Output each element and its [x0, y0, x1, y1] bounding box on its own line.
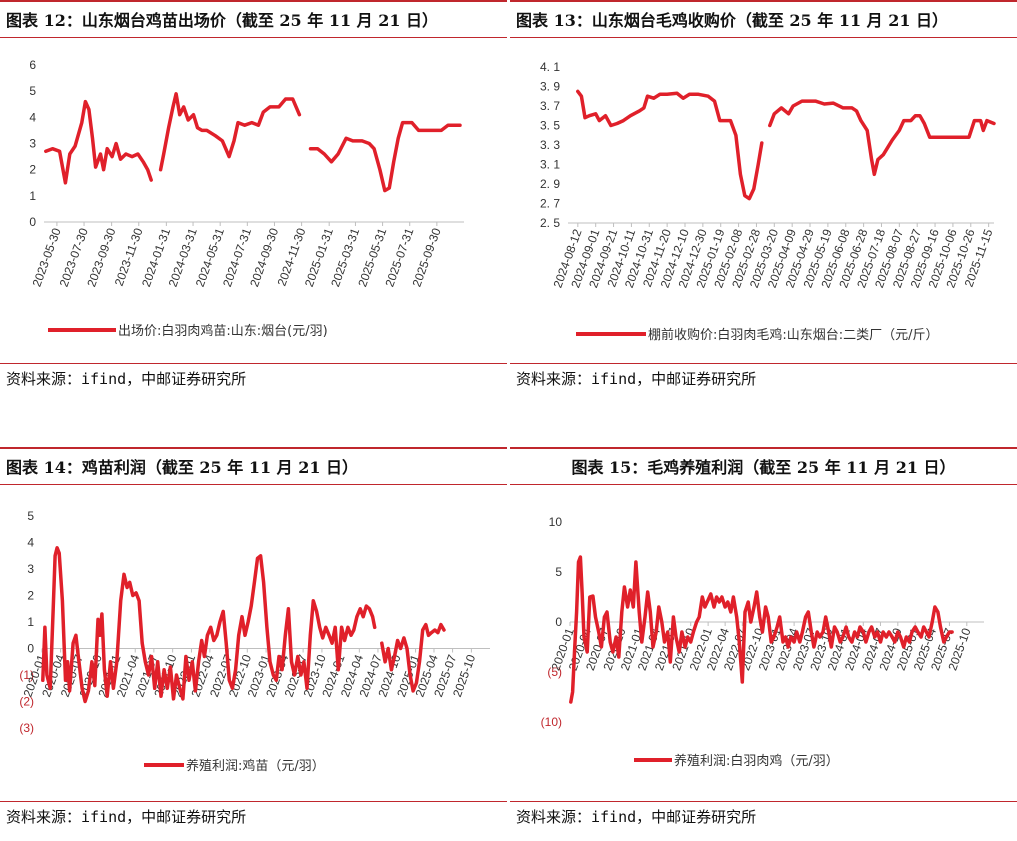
- series-line: [308, 120, 462, 193]
- series-line: [41, 546, 377, 704]
- series-line: [380, 622, 446, 693]
- y-tick-label: 10: [549, 515, 563, 529]
- y-tick-label: 3. 1: [540, 158, 560, 172]
- y-tick-label: 2. 5: [540, 216, 560, 230]
- y-tick-label: 2: [27, 589, 34, 603]
- y-tick-label: 3. 5: [540, 119, 560, 133]
- legend-label: 棚前收购价:白羽肉毛鸡:山东烟台:二类厂（元/斤）: [648, 327, 939, 343]
- y-tick-label: 1: [29, 189, 36, 203]
- y-tick-label: 0: [555, 615, 562, 629]
- series-line: [158, 92, 302, 172]
- panel-chart-13: 图表 13：山东烟台毛鸡收购价（截至 25 年 11 月 21 日） 2. 5 2…: [510, 0, 1017, 395]
- y-tick-label: (10): [541, 715, 562, 729]
- y-tick-label: 2. 9: [540, 177, 560, 191]
- source-note: 资料来源：ifind，中邮证券研究所: [0, 363, 507, 393]
- chart-title: 图表 14：鸡苗利润（截至 25 年 11 月 21 日）: [0, 447, 507, 485]
- panel-chart-14: 图表 14：鸡苗利润（截至 25 年 11 月 21 日） (3) (2) (1) 0…: [0, 447, 507, 841]
- y-tick-label: 3. 9: [540, 80, 560, 94]
- chart-title: 图表 13：山东烟台毛鸡收购价（截至 25 年 11 月 21 日）: [510, 0, 1017, 38]
- chart-svg: 2. 52. 72. 93. 13. 33. 53. 73. 94. 12024…: [540, 60, 996, 343]
- y-tick-label: 2. 7: [540, 197, 560, 211]
- series-line: [569, 555, 954, 704]
- chart-svg: 01234562023-05-302023-07-302023-09-30202…: [29, 58, 464, 339]
- legend-label: 养殖利润:鸡苗（元/羽）: [186, 758, 325, 774]
- y-tick-label: 0: [27, 642, 34, 656]
- y-tick-label: 6: [29, 58, 36, 72]
- source-note: 资料来源：ifind，中邮证券研究所: [0, 801, 507, 831]
- panel-chart-12: 图表 12：山东烟台鸡苗出场价（截至 25 年 11 月 21 日） 0 1 2 3 4…: [0, 0, 507, 395]
- series-line: [44, 99, 153, 185]
- y-tick-label: (5): [547, 665, 562, 679]
- chart-title: 图表 12：山东烟台鸡苗出场价（截至 25 年 11 月 21 日）: [0, 0, 507, 38]
- y-tick-label: 3: [29, 137, 36, 151]
- panel-chart-15: 图表 15：毛鸡养殖利润（截至 25 年 11 月 21 日） (10) (5) 0…: [510, 447, 1017, 841]
- legend-label: 养殖利润:白羽肉鸡（元/羽）: [674, 753, 839, 769]
- y-tick-label: 4. 1: [540, 60, 560, 74]
- y-tick-label: 2: [29, 163, 36, 177]
- source-note: 资料来源：ifind，中邮证券研究所: [510, 363, 1017, 393]
- y-tick-label: 4: [27, 536, 34, 550]
- y-tick-label: (3): [19, 721, 34, 735]
- y-tick-label: 1: [27, 615, 34, 629]
- series-line: [768, 99, 996, 177]
- y-tick-label: 5: [29, 84, 36, 98]
- legend-label: 出场价:白羽肉鸡苗:山东:烟台(元/羽): [118, 323, 328, 339]
- y-tick-label: (1): [19, 668, 34, 682]
- source-note: 资料来源：ifind，中邮证券研究所: [510, 801, 1017, 831]
- y-tick-label: 3. 7: [540, 99, 560, 113]
- y-tick-label: 5: [27, 509, 34, 523]
- chart-title: 图表 15：毛鸡养殖利润（截至 25 年 11 月 21 日）: [510, 447, 1017, 485]
- y-tick-label: 3. 3: [540, 138, 560, 152]
- y-tick-label: 3: [27, 562, 34, 576]
- y-tick-label: 0: [29, 215, 36, 229]
- y-tick-label: 4: [29, 110, 36, 124]
- y-tick-label: 5: [555, 565, 562, 579]
- chart-svg: (3)(2)(1)0123452020-012020-042020-072020…: [19, 509, 490, 774]
- y-tick-label: (2): [19, 695, 34, 709]
- chart-svg: (10)(5)05102020-012020-042020-072020-102…: [541, 515, 984, 769]
- series-line: [576, 89, 764, 201]
